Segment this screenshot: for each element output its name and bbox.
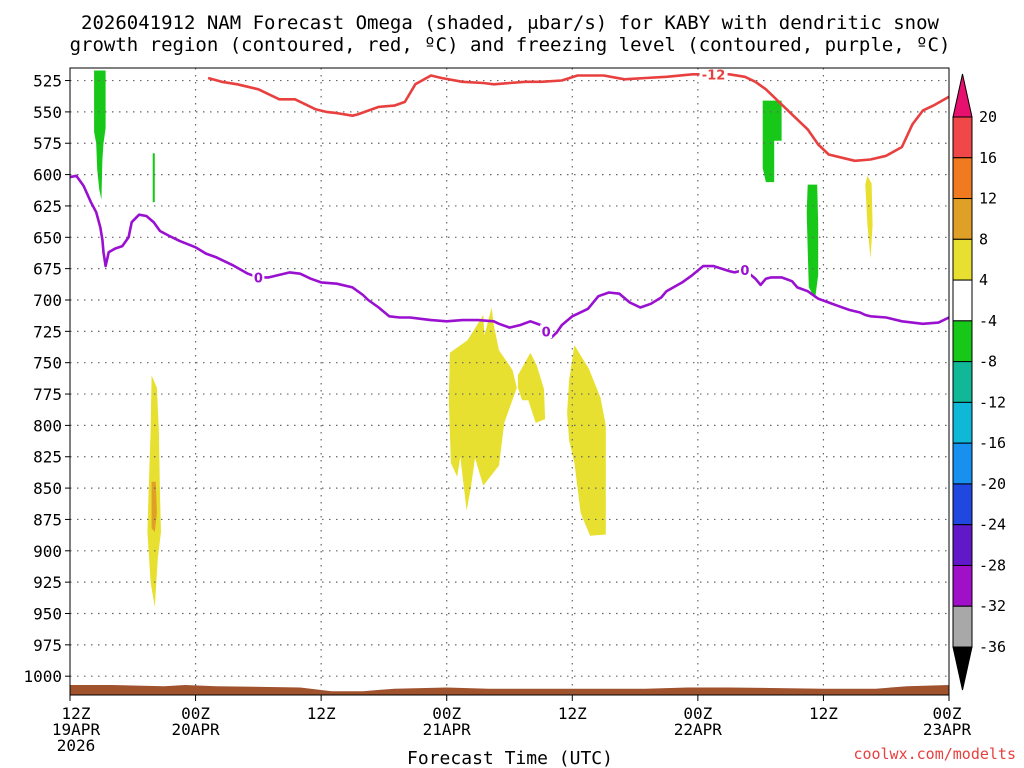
contour-dgz [207, 73, 950, 163]
colorbar-label-4: 4 [979, 271, 988, 289]
colorbar-swatch-5 [952, 320, 973, 363]
colorbar-swatch-1 [952, 157, 973, 200]
x-tick-label-48-1: 12Z [558, 704, 587, 723]
y-tick-label-525: 525 [33, 72, 62, 91]
x-tick-label-72-1: 12Z [809, 704, 838, 723]
y-tick-label-725: 725 [33, 322, 62, 341]
x-tick-label-60-1: 00Z [683, 704, 712, 723]
omega-region-3 [806, 184, 819, 299]
ground-layer [70, 685, 949, 695]
y-tick-label-700: 700 [33, 291, 62, 310]
y-tick-label-600: 600 [33, 166, 62, 185]
ground-fill [70, 685, 949, 695]
y-tick-label-775: 775 [33, 385, 62, 404]
colorbar-label-6: -8 [979, 353, 997, 371]
colorbar-swatch-7 [952, 401, 973, 444]
colorbar-swatch-0 [952, 116, 973, 159]
x-axis-label: Forecast Time (UTC) [407, 748, 613, 768]
y-tick-label-550: 550 [33, 103, 62, 122]
x-tick-label-36-2: 21APR [423, 720, 472, 739]
colorbar-bottom-arrow [952, 646, 973, 691]
y-tick-label-975: 975 [33, 636, 62, 655]
y-tick-label-625: 625 [33, 197, 62, 216]
contour-label-1-0: 0 [254, 271, 263, 286]
y-tick-label-750: 750 [33, 354, 62, 373]
contours [69, 73, 950, 339]
colorbar-label-12: -32 [979, 597, 1006, 615]
contour-labels: -12 0 0 0 [252, 67, 751, 340]
y-tick-label-900: 900 [33, 542, 62, 561]
contour-label-bg-1-2 [738, 262, 751, 277]
contour-label-bg-0-0 [699, 67, 728, 82]
omega-region-1 [152, 153, 155, 203]
colorbar-swatch-3 [952, 238, 973, 281]
y-tick-label-825: 825 [33, 448, 62, 467]
colorbar: 20 16 12 8 4 -4 -8 -12 -16 -20 -24 -28 -32 -36 [952, 73, 1006, 691]
colorbar-swatch-2 [952, 198, 973, 240]
omega-region-6 [151, 481, 157, 532]
colorbar-label-5: -4 [979, 312, 997, 330]
colorbar-swatch-12 [952, 605, 973, 648]
plot-area: -12 0 0 0 [69, 67, 950, 696]
x-tick-label-84-2: 23APR [923, 720, 972, 739]
colorbar-label-9: -20 [979, 475, 1006, 493]
x-tick-label-12-1: 00Z [181, 704, 210, 723]
y-tick-label-650: 650 [33, 228, 62, 247]
x-tick-label-0-2: 19APR [52, 720, 101, 739]
colorbar-label-7: -12 [979, 393, 1006, 411]
colorbar-swatch-10 [952, 524, 973, 566]
colorbar-label-11: -28 [979, 556, 1006, 574]
x-tick-label-0-3: 2026 [57, 736, 96, 755]
omega-region-2 [762, 100, 782, 183]
colorbar-label-10: -24 [979, 516, 1006, 534]
contour-label-1-2: 0 [740, 264, 749, 279]
y-axis-ticks: 525 550 575 600 625 650 675 700 725 750 775 800 825 8… [23, 72, 70, 686]
chart-title-line1: 2026041912 NAM Forecast Omega (shaded, μ… [81, 12, 939, 34]
colorbar-swatch-4 [952, 279, 973, 322]
x-tick-label-60-2: 22APR [674, 720, 723, 739]
y-tick-label-875: 875 [33, 510, 62, 529]
colorbar-label-3: 8 [979, 230, 988, 248]
colorbar-label-0: 20 [979, 108, 997, 126]
contour-label-0-0: -12 [702, 68, 726, 83]
colorbar-swatch-9 [952, 483, 973, 526]
omega-shading [94, 70, 873, 608]
contour-label-1-1: 0 [542, 325, 551, 340]
x-tick-label-12-2: 20APR [171, 720, 220, 739]
omega-region-0 [94, 70, 106, 200]
x-tick-label-24-1: 12Z [307, 704, 336, 723]
y-tick-label-850: 850 [33, 479, 62, 498]
x-tick-label-84-1: 00Z [933, 704, 962, 723]
y-tick-label-800: 800 [33, 416, 62, 435]
colorbar-top-arrow [952, 73, 973, 118]
colorbar-swatch-8 [952, 442, 973, 485]
contour-label-bg-1-1 [540, 324, 553, 339]
omega-region-7 [448, 307, 517, 511]
colorbar-swatch-11 [952, 564, 973, 607]
y-tick-label-950: 950 [33, 604, 62, 623]
omega-region-8 [517, 352, 546, 423]
contour-label-bg-1-0 [252, 270, 265, 285]
colorbar-swatch-6 [952, 361, 973, 403]
contour-freezing [69, 174, 950, 339]
y-tick-label-575: 575 [33, 134, 62, 153]
colorbar-label-1: 16 [979, 149, 997, 167]
colorbar-label-2: 12 [979, 190, 997, 208]
x-tick-label-36-1: 00Z [432, 704, 461, 723]
y-tick-label-675: 675 [33, 260, 62, 279]
plot-frame [69, 67, 950, 696]
colorbar-label-13: -36 [979, 638, 1006, 656]
chart-title-line2: growth region (contoured, red, ºC) and f… [70, 34, 951, 56]
y-tick-label-925: 925 [33, 573, 62, 592]
y-tick-label-1000: 1000 [23, 667, 62, 686]
colorbar-label-8: -16 [979, 434, 1006, 452]
credit-link[interactable]: coolwx.com/modelts [853, 745, 1016, 763]
omega-region-4 [865, 175, 873, 259]
x-tick-label-0-1: 12Z [62, 704, 91, 723]
